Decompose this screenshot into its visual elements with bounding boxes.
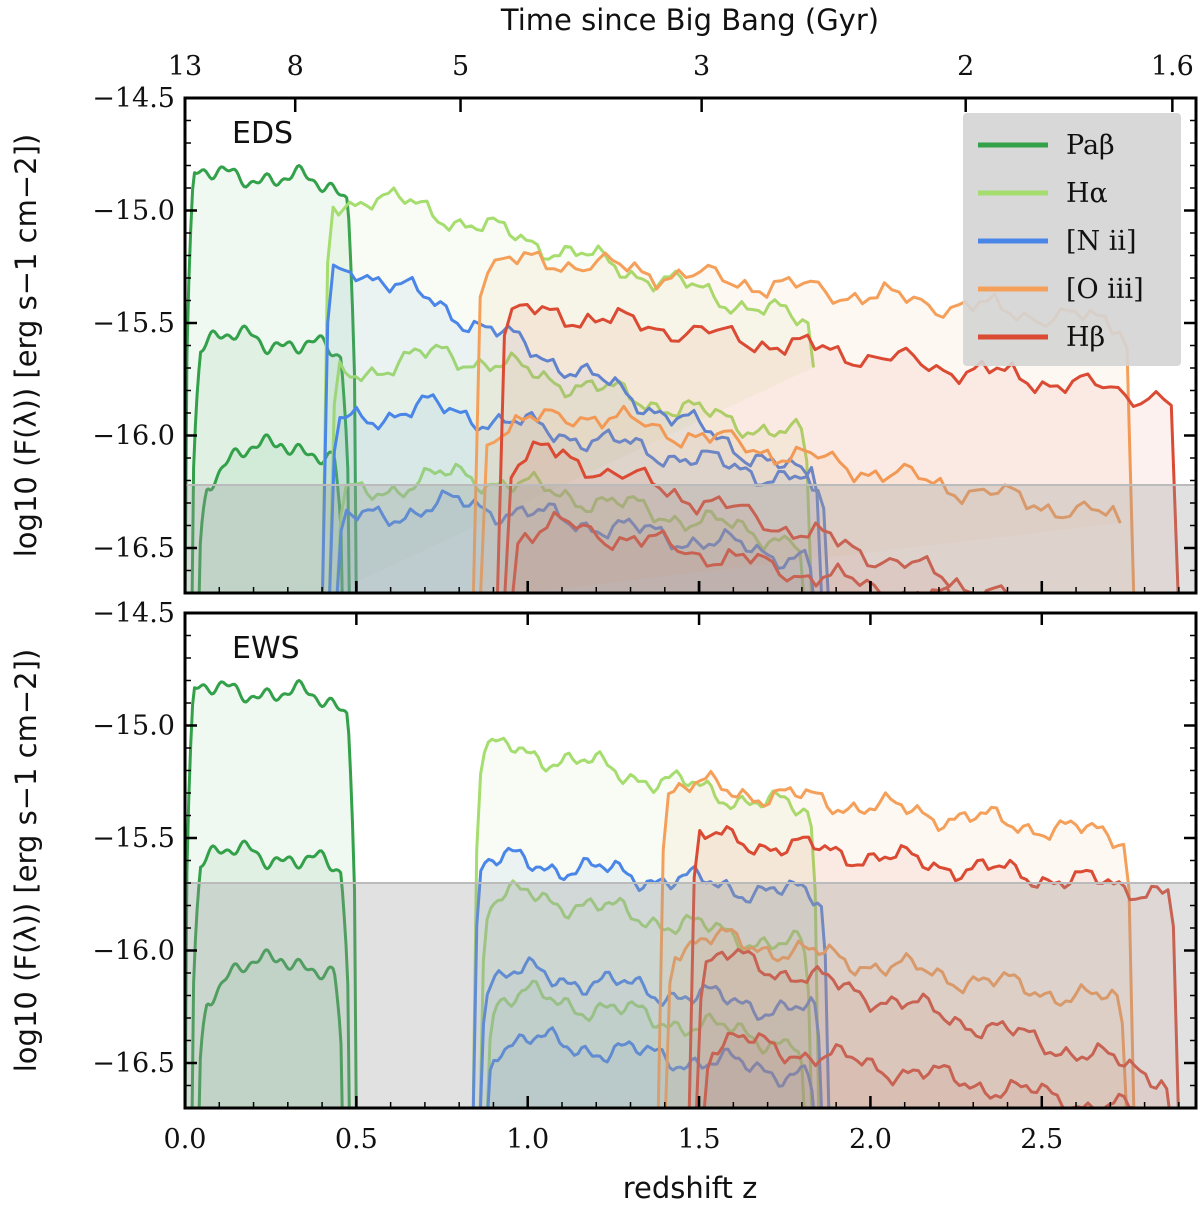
x-tick-label: 2.5 bbox=[1020, 1124, 1063, 1155]
contour-line bbox=[479, 404, 1122, 593]
contour-line bbox=[486, 1026, 816, 1108]
contour-line bbox=[320, 186, 815, 593]
contour-line bbox=[496, 303, 1180, 593]
y-tick-label: −16.0 bbox=[92, 936, 175, 967]
top-axis-title: Time since Big Bang (Gyr) bbox=[500, 3, 879, 37]
contour-fill bbox=[689, 826, 1179, 1108]
contour-line bbox=[328, 393, 823, 593]
top-tick-label: 8 bbox=[287, 51, 304, 82]
series-Hβ bbox=[687, 825, 1180, 1108]
contour-line bbox=[503, 440, 1027, 593]
contour-line bbox=[478, 879, 814, 1108]
top-tick-label: 3 bbox=[693, 51, 710, 82]
top-tick-label: 1.6 bbox=[1151, 51, 1194, 82]
y-axis-title: log10 (F(λ)) [erg s−1 cm−2]) bbox=[9, 649, 43, 1073]
series-[N ii] bbox=[471, 846, 831, 1108]
legend-label: Hα bbox=[1066, 178, 1108, 209]
legend-label: Paβ bbox=[1066, 130, 1115, 161]
panel-ews: −14.5 −15.0 −15.5 −16.0 −16.5 0.0 0.5 1.0 1.5 2.0… bbox=[9, 598, 1198, 1155]
top-tick-label: 13 bbox=[168, 51, 202, 82]
contour-fill bbox=[185, 680, 357, 1108]
x-tick-label: 1.5 bbox=[678, 1124, 721, 1155]
contour-fill bbox=[199, 949, 343, 1108]
contour-line bbox=[197, 948, 344, 1108]
contour-fill bbox=[337, 490, 814, 593]
x-axis-title: redshift z bbox=[623, 1171, 758, 1205]
contour-fill bbox=[192, 841, 350, 1108]
contour-line bbox=[664, 927, 1128, 1108]
contour-line bbox=[185, 164, 358, 593]
flux-limit-region bbox=[185, 485, 1196, 593]
x-tick-label: 1.0 bbox=[506, 1124, 549, 1155]
top-tick-label: 5 bbox=[452, 51, 469, 82]
flux-limit-region bbox=[185, 883, 1196, 1108]
contour-line bbox=[185, 679, 358, 1108]
panel-label: EWS bbox=[232, 631, 300, 666]
contour-fill bbox=[658, 771, 1134, 1108]
contour-fill bbox=[322, 265, 829, 593]
y-tick-label: −16.5 bbox=[92, 533, 175, 564]
contour-fill bbox=[473, 848, 829, 1108]
series-Hβ bbox=[496, 303, 1180, 593]
x-tick-label: 0.5 bbox=[335, 1124, 378, 1155]
contour-line bbox=[190, 324, 351, 593]
y-tick-label: −15.5 bbox=[92, 823, 175, 854]
contour-line bbox=[335, 462, 805, 593]
contour-fill bbox=[487, 1027, 814, 1108]
y-tick-label: −15.0 bbox=[92, 711, 175, 742]
contour-line bbox=[695, 947, 1171, 1108]
legend-label: [O iii] bbox=[1066, 274, 1144, 305]
legend: Paβ Hα [N ii] [O iii] Hβ bbox=[963, 113, 1181, 366]
contour-line bbox=[511, 510, 952, 593]
contour-fill bbox=[185, 165, 357, 593]
contour-fill bbox=[480, 957, 822, 1108]
plot-area bbox=[185, 679, 1196, 1108]
x-tick-label: 0.0 bbox=[164, 1124, 207, 1155]
legend-box bbox=[963, 113, 1181, 366]
contour-line bbox=[471, 846, 831, 1108]
contour-line bbox=[335, 489, 815, 593]
contour-fill bbox=[199, 434, 343, 593]
top-tick-label: 2 bbox=[957, 51, 974, 82]
panel-label: EDS bbox=[232, 116, 293, 151]
contour-fill bbox=[487, 981, 805, 1108]
contour-fill bbox=[497, 304, 1179, 593]
y-tick-label: −16.0 bbox=[92, 421, 175, 452]
y-tick-label: −15.5 bbox=[92, 308, 175, 339]
contour-line bbox=[478, 956, 823, 1108]
series-Paβ bbox=[185, 164, 358, 593]
legend-label: [N ii] bbox=[1066, 226, 1137, 257]
legend-label: Hβ bbox=[1066, 322, 1105, 353]
contour-line bbox=[656, 770, 1136, 1108]
contour-line bbox=[702, 1031, 1138, 1108]
series-Paβ bbox=[185, 679, 358, 1108]
series-[N ii] bbox=[321, 263, 830, 593]
y-tick-label: −14.5 bbox=[92, 83, 175, 114]
contour-fill bbox=[704, 1033, 1134, 1108]
y-tick-label: −14.5 bbox=[92, 598, 175, 629]
contour-fill bbox=[192, 326, 350, 593]
contour-line bbox=[321, 263, 830, 593]
x-tick-label: 2.0 bbox=[849, 1124, 892, 1155]
contour-fill bbox=[696, 949, 1170, 1108]
y-tick-label: −15.0 bbox=[92, 196, 175, 227]
y-tick-label: −16.5 bbox=[92, 1048, 175, 1079]
contour-line bbox=[327, 343, 813, 593]
contour-line bbox=[190, 839, 351, 1108]
contour-line bbox=[197, 433, 344, 593]
y-axis-title: log10 (F(λ)) [erg s−1 cm−2]) bbox=[9, 134, 43, 558]
